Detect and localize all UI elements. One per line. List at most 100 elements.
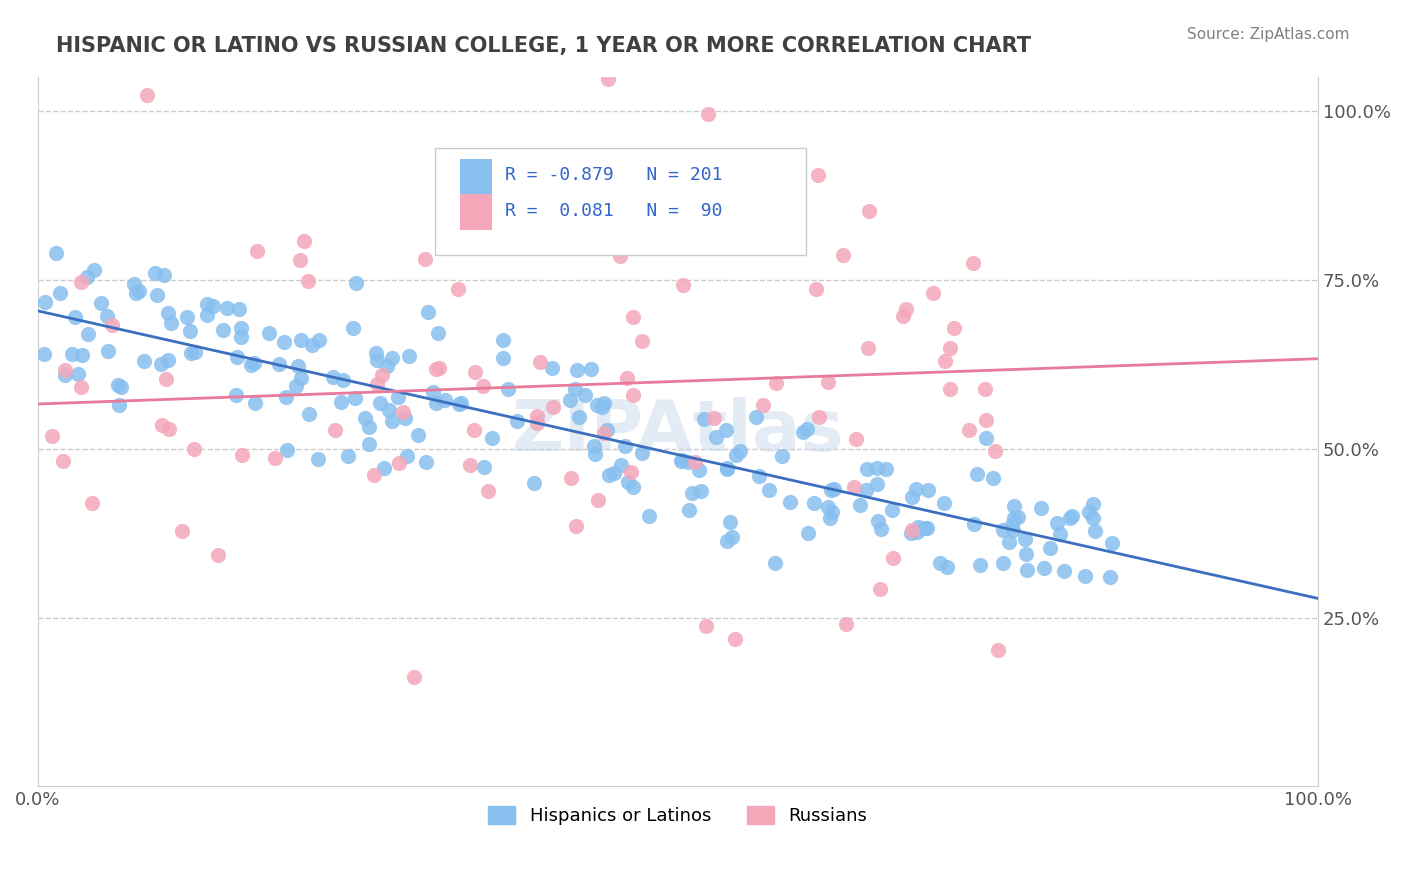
Point bbox=[52, 454, 75, 468]
Point bbox=[564, 382, 586, 396]
Point bbox=[180, 346, 202, 360]
Point bbox=[368, 396, 391, 410]
Point bbox=[586, 398, 609, 412]
Point bbox=[529, 355, 551, 369]
Point bbox=[714, 423, 737, 437]
Point bbox=[264, 450, 287, 465]
Point bbox=[560, 393, 582, 408]
Point bbox=[108, 398, 131, 412]
Point bbox=[343, 391, 366, 405]
Point bbox=[803, 496, 825, 510]
Point bbox=[1017, 563, 1039, 577]
Point bbox=[720, 530, 742, 544]
Point bbox=[243, 356, 266, 370]
Point bbox=[616, 371, 638, 385]
Point bbox=[301, 338, 323, 352]
Point bbox=[392, 404, 415, 418]
Point bbox=[370, 368, 392, 382]
Point bbox=[592, 395, 614, 409]
Point bbox=[157, 421, 180, 435]
Point bbox=[688, 463, 710, 477]
Point bbox=[866, 461, 889, 475]
Point bbox=[1014, 532, 1036, 546]
Point bbox=[229, 321, 252, 335]
Point bbox=[1059, 511, 1081, 525]
Point bbox=[748, 469, 770, 483]
Point bbox=[963, 516, 986, 531]
Point bbox=[373, 461, 395, 475]
Point bbox=[41, 429, 63, 443]
Point bbox=[427, 360, 450, 375]
Point bbox=[690, 484, 713, 499]
Point bbox=[966, 467, 988, 482]
Point bbox=[770, 450, 793, 464]
Point bbox=[1099, 570, 1122, 584]
Point bbox=[823, 482, 845, 496]
Point bbox=[394, 410, 416, 425]
Point bbox=[472, 379, 495, 393]
Point bbox=[179, 324, 201, 338]
Point bbox=[269, 357, 291, 371]
Point bbox=[290, 253, 312, 268]
Point bbox=[907, 520, 929, 534]
Point bbox=[45, 246, 67, 260]
FancyBboxPatch shape bbox=[434, 148, 806, 255]
Point bbox=[768, 161, 790, 176]
Point bbox=[935, 559, 957, 574]
Point bbox=[172, 524, 194, 538]
Point bbox=[381, 351, 404, 366]
Point bbox=[506, 414, 529, 428]
Point bbox=[621, 387, 644, 401]
Point bbox=[876, 462, 898, 476]
Point bbox=[83, 263, 105, 277]
Point bbox=[425, 396, 447, 410]
Point bbox=[1046, 516, 1069, 531]
Point bbox=[226, 350, 249, 364]
Point bbox=[152, 268, 174, 282]
Point bbox=[427, 326, 450, 340]
Point bbox=[866, 476, 889, 491]
Point bbox=[792, 425, 814, 439]
Point bbox=[808, 409, 831, 424]
Point bbox=[70, 348, 93, 362]
Point bbox=[617, 475, 640, 490]
Point bbox=[723, 632, 745, 646]
Point bbox=[752, 398, 775, 412]
Point bbox=[49, 285, 72, 300]
Point bbox=[609, 249, 631, 263]
Point bbox=[460, 458, 482, 473]
Point bbox=[868, 514, 890, 528]
Text: HISPANIC OR LATINO VS RUSSIAN COLLEGE, 1 YEAR OR MORE CORRELATION CHART: HISPANIC OR LATINO VS RUSSIAN COLLEGE, 1… bbox=[56, 36, 1031, 55]
Point bbox=[366, 376, 388, 391]
Point bbox=[491, 333, 513, 347]
Point bbox=[53, 363, 76, 377]
Point bbox=[540, 361, 562, 376]
Point bbox=[855, 483, 877, 497]
Point bbox=[1049, 527, 1071, 541]
Point bbox=[610, 458, 633, 472]
Point bbox=[415, 455, 437, 469]
Point bbox=[821, 505, 844, 519]
Point bbox=[593, 425, 616, 440]
Point bbox=[464, 365, 486, 379]
Point bbox=[565, 363, 588, 377]
Point bbox=[477, 483, 499, 498]
Point bbox=[831, 248, 853, 262]
Point bbox=[378, 403, 401, 417]
Point bbox=[882, 502, 904, 516]
Point bbox=[582, 439, 605, 453]
Point bbox=[287, 359, 309, 373]
Point bbox=[957, 423, 980, 437]
Point bbox=[381, 414, 404, 428]
Point bbox=[110, 379, 132, 393]
Point bbox=[591, 400, 613, 414]
Point bbox=[586, 493, 609, 508]
Point bbox=[363, 468, 385, 483]
Point bbox=[671, 452, 693, 467]
Point bbox=[463, 423, 485, 437]
Point bbox=[526, 416, 548, 430]
Point bbox=[66, 367, 89, 381]
Point bbox=[90, 296, 112, 310]
Point bbox=[481, 431, 503, 445]
Point bbox=[891, 309, 914, 323]
